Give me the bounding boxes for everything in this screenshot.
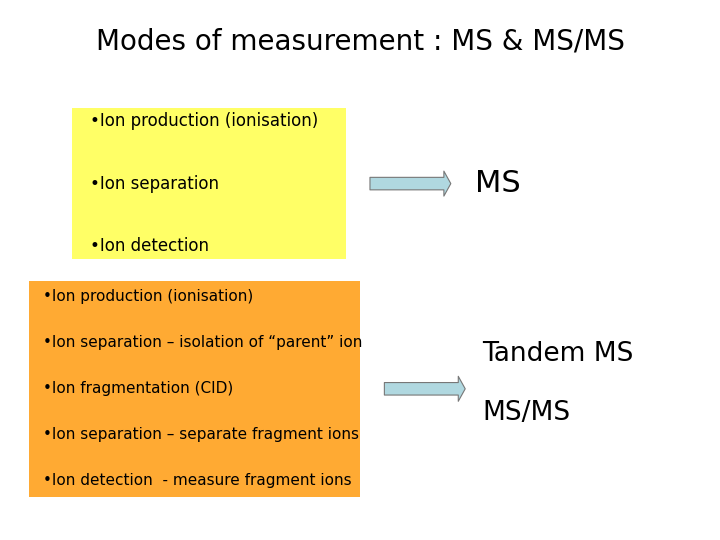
Text: •Ion separation – separate fragment ions: •Ion separation – separate fragment ions bbox=[43, 427, 359, 442]
Text: •Ion production (ionisation): •Ion production (ionisation) bbox=[90, 112, 318, 131]
Text: •Ion fragmentation (CID): •Ion fragmentation (CID) bbox=[43, 381, 233, 396]
Text: •Ion production (ionisation): •Ion production (ionisation) bbox=[43, 289, 253, 305]
Text: Tandem MS: Tandem MS bbox=[482, 341, 634, 367]
Text: •Ion detection: •Ion detection bbox=[90, 237, 209, 255]
Text: MS: MS bbox=[475, 169, 521, 198]
Text: Modes of measurement : MS & MS/MS: Modes of measurement : MS & MS/MS bbox=[96, 27, 624, 55]
Text: •Ion separation – isolation of “parent” ion: •Ion separation – isolation of “parent” … bbox=[43, 335, 363, 350]
Text: •Ion detection  - measure fragment ions: •Ion detection - measure fragment ions bbox=[43, 473, 352, 488]
Text: MS/MS: MS/MS bbox=[482, 400, 570, 426]
FancyBboxPatch shape bbox=[29, 281, 360, 497]
FancyBboxPatch shape bbox=[72, 108, 346, 259]
Text: •Ion separation: •Ion separation bbox=[90, 174, 219, 193]
